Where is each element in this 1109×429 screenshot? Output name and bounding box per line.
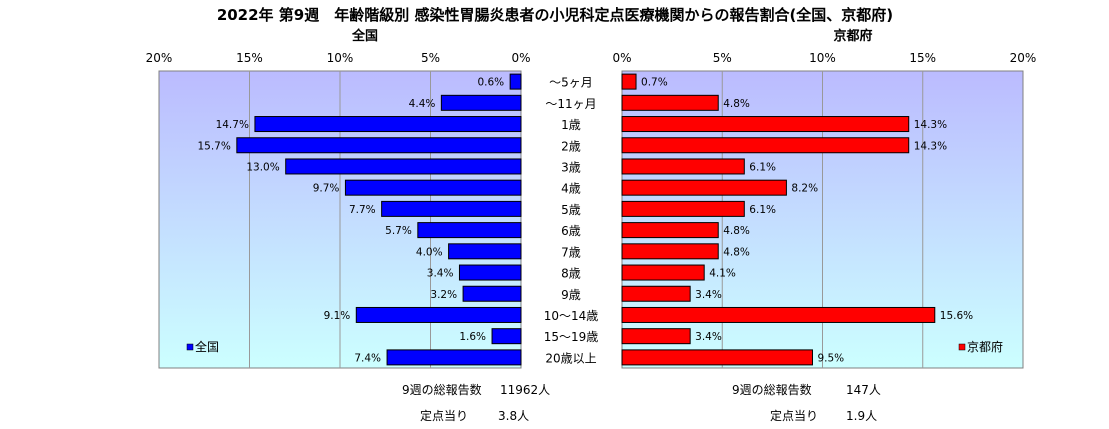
category-label: 1歳	[561, 118, 581, 132]
bar-kyoto	[621, 243, 719, 260]
bar-kyoto	[621, 116, 910, 133]
data-label-kyoto: 9.5%	[817, 352, 844, 364]
data-label-national: 9.1%	[324, 310, 351, 322]
bar-kyoto	[621, 94, 719, 111]
data-label-national: 14.7%	[216, 119, 249, 131]
bar-kyoto	[621, 222, 719, 239]
tick-label-national: 15%	[236, 51, 263, 65]
data-label-kyoto: 4.8%	[723, 225, 750, 237]
national-per-label: 定点当り	[420, 409, 469, 423]
chart-title: 2022年 第9週 年齢階級別 感染性胃腸炎患者の小児科定点医療機関からの報告割…	[217, 6, 893, 24]
bar-national	[509, 73, 522, 90]
category-label: 15～19歳	[544, 330, 599, 344]
panel-title-kyoto: 京都府	[833, 28, 872, 44]
bar-kyoto	[621, 158, 745, 175]
data-label-kyoto: 6.1%	[749, 204, 776, 216]
bar-national	[458, 264, 522, 281]
tick-label-national: 20%	[146, 51, 173, 65]
bar-national	[448, 243, 522, 260]
bar-kyoto	[621, 264, 705, 281]
tick-label-kyoto: 20%	[1010, 51, 1037, 65]
kyoto-total-value: 147人	[846, 383, 881, 397]
data-label-kyoto: 14.3%	[914, 140, 947, 152]
kyoto-per-value: 1.9人	[846, 409, 878, 423]
bar-kyoto	[621, 137, 910, 154]
data-label-national: 7.4%	[354, 352, 381, 364]
tick-label-kyoto: 10%	[809, 51, 836, 65]
kyoto-total-label: 9週の総報告数	[732, 383, 812, 397]
bar-national	[236, 137, 522, 154]
panel-title-national: 全国	[351, 28, 378, 44]
tick-label-national: 0%	[511, 51, 530, 65]
bar-national	[462, 285, 522, 302]
data-label-national: 1.6%	[459, 331, 486, 343]
tick-label-national: 5%	[421, 51, 440, 65]
data-label-kyoto: 4.8%	[723, 246, 750, 258]
national-total-value: 11962人	[500, 383, 551, 397]
bar-national	[381, 200, 522, 217]
tick-label-kyoto: 15%	[909, 51, 936, 65]
bar-national	[355, 306, 522, 323]
category-label: 5歳	[561, 203, 581, 217]
data-label-kyoto: 4.8%	[723, 98, 750, 110]
data-label-kyoto: 6.1%	[749, 161, 776, 173]
category-label: ～5ヶ月	[549, 76, 593, 90]
data-label-kyoto: 3.4%	[695, 289, 722, 301]
category-label: 2歳	[561, 139, 581, 153]
bar-national	[491, 328, 522, 345]
data-label-national: 0.6%	[477, 77, 504, 89]
data-label-kyoto: 14.3%	[914, 119, 947, 131]
data-label-national: 3.4%	[427, 268, 454, 280]
bar-national	[254, 116, 522, 133]
legend-swatch-national	[186, 343, 194, 351]
bar-kyoto	[621, 349, 813, 366]
tick-label-national: 10%	[327, 51, 354, 65]
bar-kyoto	[621, 200, 745, 217]
category-label: 20歳以上	[545, 351, 596, 365]
bar-kyoto	[621, 73, 637, 90]
national-total-label: 9週の総報告数	[402, 383, 482, 397]
data-label-kyoto: 4.1%	[709, 268, 736, 280]
category-label: 3歳	[561, 160, 581, 174]
category-label: 9歳	[561, 288, 581, 302]
bar-national	[440, 94, 522, 111]
bar-kyoto	[621, 306, 936, 323]
data-label-kyoto: 8.2%	[791, 183, 818, 195]
data-label-national: 3.2%	[430, 289, 457, 301]
bar-national	[344, 179, 522, 196]
bar-kyoto	[621, 285, 691, 302]
data-label-national: 4.4%	[409, 98, 436, 110]
legend-label-national: 全国	[195, 339, 219, 354]
data-label-national: 4.0%	[416, 246, 443, 258]
data-label-kyoto: 3.4%	[695, 331, 722, 343]
legend-swatch-kyoto	[958, 343, 966, 351]
bar-national	[386, 349, 522, 366]
data-label-national: 5.7%	[385, 225, 412, 237]
category-label: 10～14歳	[544, 309, 599, 323]
data-label-kyoto: 15.6%	[940, 310, 973, 322]
category-label: 8歳	[561, 267, 581, 281]
data-label-national: 7.7%	[349, 204, 376, 216]
tick-label-kyoto: 0%	[612, 51, 631, 65]
bar-kyoto	[621, 179, 787, 196]
legend-label-kyoto: 京都府	[967, 339, 1003, 354]
category-label: ～11ヶ月	[545, 97, 596, 111]
category-label: 7歳	[561, 245, 581, 259]
kyoto-per-label: 定点当り	[770, 409, 819, 423]
bar-national	[417, 222, 522, 239]
data-label-national: 15.7%	[197, 140, 230, 152]
data-label-kyoto: 0.7%	[641, 77, 668, 89]
data-label-national: 13.0%	[246, 161, 279, 173]
bar-national	[285, 158, 522, 175]
bar-kyoto	[621, 328, 691, 345]
data-label-national: 9.7%	[313, 183, 340, 195]
category-label: 6歳	[561, 224, 581, 238]
tick-label-kyoto: 5%	[713, 51, 732, 65]
national-per-value: 3.8人	[498, 409, 530, 423]
category-label: 4歳	[561, 182, 581, 196]
